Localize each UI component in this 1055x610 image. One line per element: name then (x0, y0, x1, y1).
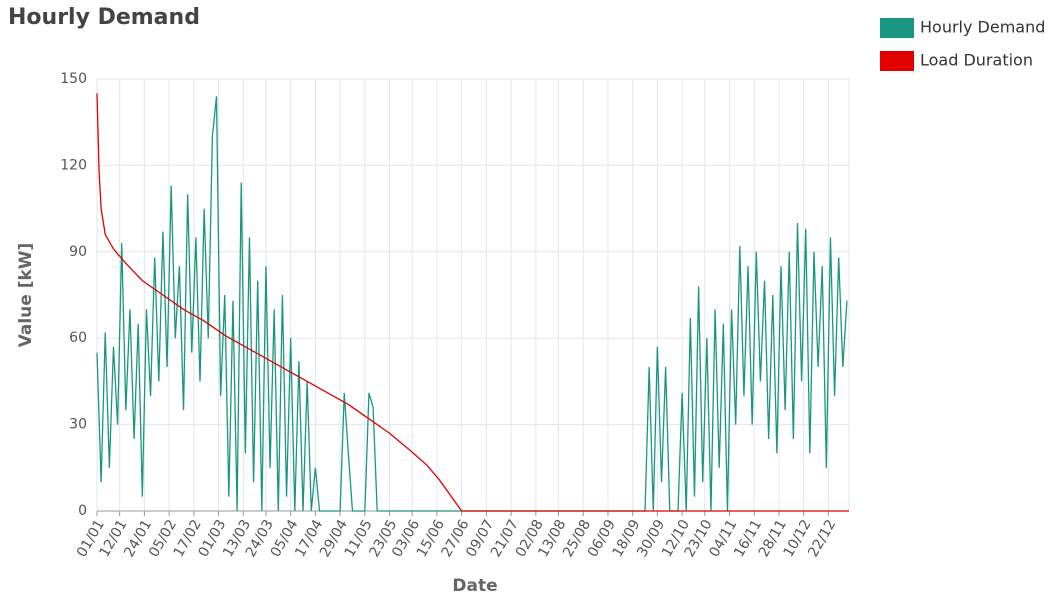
line (96, 96, 848, 512)
y-tick-label: 120 (60, 157, 87, 173)
y-tick-label: 60 (69, 330, 87, 346)
legend-label: Hourly Demand (920, 18, 1045, 37)
line (96, 93, 849, 512)
y-tick-label: 90 (69, 244, 87, 260)
x-axis-title: Date (452, 576, 497, 596)
legend-label: Load Duration (920, 51, 1033, 70)
legend-swatch (880, 18, 914, 38)
chart-title: Hourly Demand (8, 5, 200, 30)
y-tick-label: 150 (60, 71, 87, 87)
y-tick-label: 0 (78, 503, 87, 519)
y-tick-label: 30 (69, 417, 87, 433)
y-axis-title: Value [kW] (16, 243, 36, 348)
legend-swatch (880, 51, 914, 71)
